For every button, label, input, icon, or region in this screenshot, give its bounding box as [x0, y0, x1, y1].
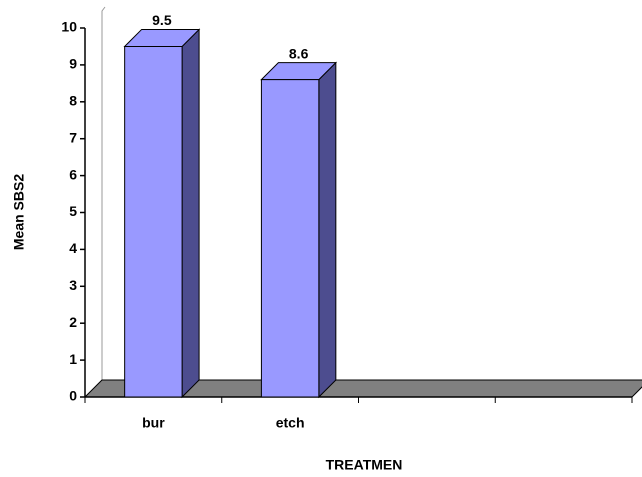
y-tick-label: 6 [69, 166, 77, 182]
data-label: 8.6 [289, 45, 309, 61]
bar [123, 28, 201, 399]
y-tick-label: 5 [69, 203, 77, 219]
data-label: 9.5 [152, 12, 172, 28]
bar [260, 61, 338, 399]
bar-front [260, 79, 320, 398]
y-tick-label: 7 [69, 129, 77, 145]
back-wall [84, 6, 106, 398]
bar-front [124, 45, 183, 398]
x-tick-label: etch [276, 415, 305, 431]
y-tick-label: 4 [69, 240, 77, 256]
y-tick-label: 2 [69, 314, 77, 330]
y-tick-label: 3 [69, 277, 77, 293]
y-axis-title: Mean SBS2 [11, 174, 27, 250]
y-tick-label: 0 [69, 388, 77, 404]
y-tick-label: 8 [69, 93, 77, 109]
x-axis-title: TREATMEN [326, 457, 403, 473]
y-tick-label: 9 [69, 56, 77, 72]
bar-side [318, 61, 337, 399]
bar-side [181, 28, 200, 399]
y-tick-label: 1 [69, 351, 77, 367]
y-tick-label: 10 [61, 19, 77, 35]
x-tick-label: bur [142, 415, 165, 431]
